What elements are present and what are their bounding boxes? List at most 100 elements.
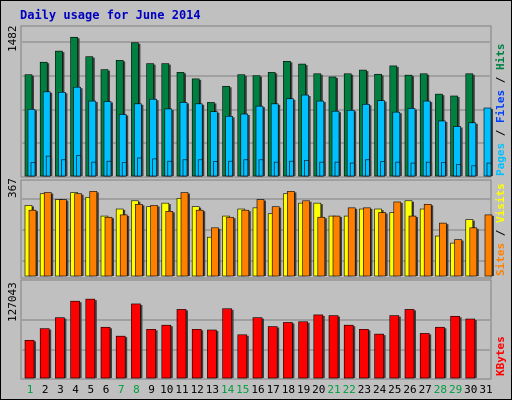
chart-title: Daily usage for June 2014: [20, 8, 201, 22]
day-label: 26: [403, 383, 416, 396]
kbytes-bar: [313, 314, 324, 379]
pages-bar: [106, 160, 112, 177]
day-label: 18: [282, 383, 295, 396]
kbytes-bar: [343, 324, 354, 379]
day-label: 7: [118, 383, 125, 396]
day-label: 8: [133, 383, 140, 396]
day-label: 14: [221, 383, 235, 396]
day-label: 23: [358, 383, 371, 396]
hits-ymax-label: 1482: [6, 26, 19, 53]
sites-bar: [211, 227, 219, 277]
day-label: 16: [251, 383, 264, 396]
legend-separator: /: [494, 70, 507, 90]
sites-bar: [241, 209, 250, 277]
pages-bar: [456, 164, 461, 177]
kbytes-bar: [70, 300, 80, 379]
sites-bar: [150, 205, 158, 277]
day-labels: 1 2 3 4 5 6 7 8 9 10 11 12 13 14 15 16 17 18 19 20 21 22 23 24 2…: [27, 383, 493, 396]
kbytes-bar: [252, 317, 263, 379]
sites-ymax-label: 367: [6, 178, 19, 198]
pages-bar: [334, 161, 340, 177]
pages-bar: [380, 161, 385, 177]
day-label: 13: [206, 383, 219, 396]
svg-text:Sites / Visits: Sites / Visits: [494, 183, 507, 276]
sites-bar: [302, 200, 310, 277]
sites-bar: [165, 211, 174, 277]
sites-bar: [135, 204, 143, 277]
day-label: 10: [160, 383, 173, 396]
sites-bar: [378, 212, 386, 277]
pages-bar: [441, 162, 446, 177]
hits-legend: Pages / Files / Hits: [494, 44, 507, 177]
legend-separator: /: [494, 223, 507, 243]
pages-bar: [243, 159, 249, 177]
pages-bar: [213, 161, 218, 177]
day-label: 28: [434, 383, 447, 396]
kbytes-legend: KBytes: [494, 336, 507, 376]
pages-bar: [30, 162, 36, 177]
pages-bar: [152, 158, 157, 177]
kbytes-bar: [237, 334, 248, 379]
kbytes-bar: [450, 315, 460, 379]
sites-bar: [423, 204, 432, 277]
kbytes-ymax-label: 127043: [6, 282, 19, 322]
sites-bar: [408, 215, 417, 277]
sites-bar: [271, 206, 280, 277]
pages-bar: [289, 160, 294, 177]
sites-bar: [28, 209, 37, 277]
pages-bar: [182, 159, 188, 177]
day-label: 3: [57, 383, 64, 396]
day-label: 17: [267, 383, 280, 396]
kbytes-bar: [161, 324, 172, 379]
day-label: 22: [343, 383, 356, 396]
legend-visits: Visits: [494, 183, 507, 223]
sites-bar: [180, 192, 189, 277]
sites-bar: [484, 214, 493, 277]
day-label: 4: [72, 383, 79, 396]
svg-text:KBytes: KBytes: [494, 336, 507, 376]
day-label: 31: [479, 383, 492, 396]
legend-hits: Hits: [494, 44, 507, 71]
kbytes-bar: [131, 303, 141, 379]
kbytes-bar: [39, 328, 50, 379]
day-label: 12: [191, 383, 204, 396]
legend-sites: Sites: [494, 243, 507, 276]
sites-bar: [287, 191, 295, 277]
kbytes-bar: [374, 333, 384, 379]
pages-bar: [61, 159, 66, 177]
pages-bar: [319, 161, 325, 177]
day-label: 15: [236, 383, 249, 396]
legend-files: Files: [494, 90, 507, 123]
sites-bar: [104, 216, 113, 277]
sites-bar: [317, 216, 326, 277]
sites-bar: [59, 199, 67, 277]
pages-bar: [395, 161, 401, 177]
pages-bar: [365, 159, 370, 177]
kbytes-bar: [359, 329, 369, 379]
svg-text:Pages / Files / Hits: Pages / Files / Hits: [494, 44, 507, 177]
day-label: 19: [297, 383, 310, 396]
pages-bar: [471, 165, 477, 177]
sites-bar: [332, 215, 341, 277]
kbytes-bar: [419, 333, 430, 379]
day-label: 27: [419, 383, 432, 396]
kbytes-bar: [24, 339, 35, 379]
pages-bar: [197, 159, 203, 177]
kbytes-bar: [435, 326, 445, 379]
legend-kbytes: KBytes: [494, 336, 507, 376]
pages-bar: [91, 161, 97, 177]
kbytes-bar: [55, 317, 65, 379]
legend-separator: /: [494, 123, 507, 143]
sites-bar: [119, 214, 128, 277]
chart-bars: [24, 36, 494, 379]
pages-bar: [425, 161, 431, 177]
kbytes-bar: [100, 326, 111, 379]
sites-bar: [89, 191, 98, 277]
kbytes-bar: [222, 308, 232, 379]
pages-bar: [121, 162, 127, 177]
day-label: 6: [103, 383, 110, 396]
day-label: 24: [373, 383, 387, 396]
day-label: 1: [27, 383, 34, 396]
